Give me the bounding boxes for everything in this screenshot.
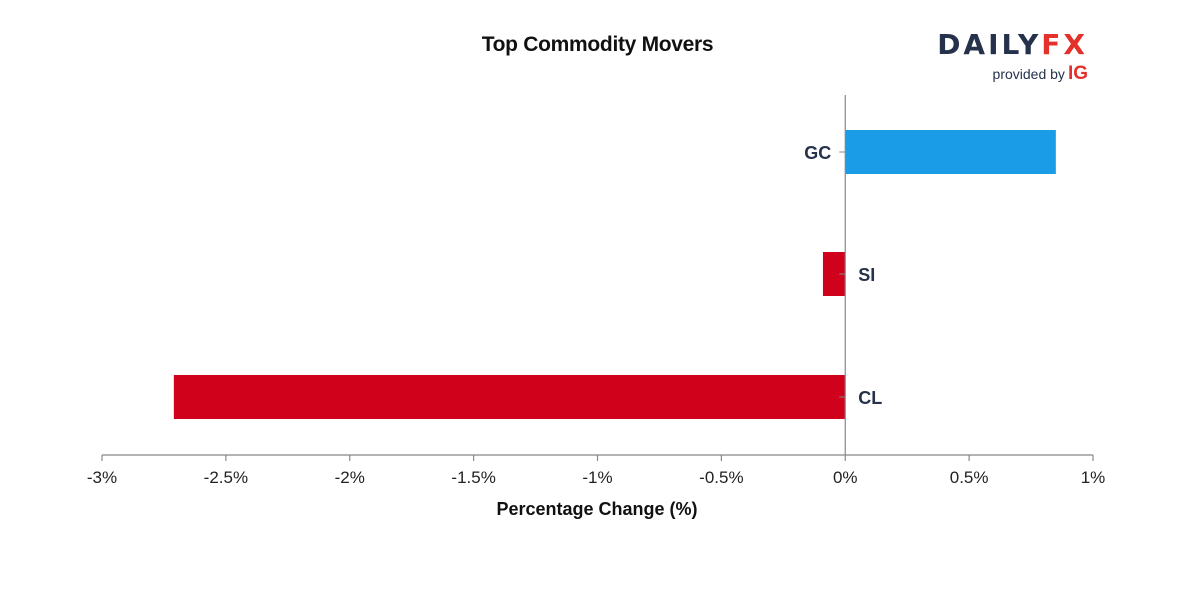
x-tick-label: -2%: [335, 468, 365, 487]
x-tick-label: 0.5%: [950, 468, 989, 487]
provided-by-text: provided by: [992, 66, 1065, 82]
ig-logo-text: IG: [1067, 63, 1088, 84]
category-label-si: SI: [858, 265, 875, 285]
labels-layer: GC SI CL -3% -2.5% -2% -1.5% -1% -0.5% 0% 0.5% 1%: [87, 143, 1105, 487]
axes-layer: [101, 95, 1094, 461]
x-tick-label: -1.5%: [451, 468, 495, 487]
x-tick-label: 0%: [833, 468, 858, 487]
x-tick-label: -2.5%: [204, 468, 248, 487]
category-label-gc: GC: [804, 143, 831, 163]
bar-gc: [845, 130, 1056, 174]
logo-text-fx: FX: [1041, 28, 1088, 61]
bar-cl: [173, 375, 846, 419]
logo-text-daily: DAILY: [937, 28, 1042, 61]
x-tick-label: -3%: [87, 468, 117, 487]
chart-title: Top Commodity Movers: [481, 33, 714, 56]
x-tick-label: 1%: [1081, 468, 1106, 487]
dailyfx-logo: DAILYFX provided by IG: [908, 30, 1088, 85]
bars-layer: [173, 130, 1056, 419]
x-tick-label: -1%: [582, 468, 612, 487]
x-tick-label: -0.5%: [699, 468, 743, 487]
x-axis-title: Percentage Change (%): [496, 499, 697, 519]
bar-si: [822, 252, 846, 296]
category-label-cl: CL: [858, 388, 882, 408]
